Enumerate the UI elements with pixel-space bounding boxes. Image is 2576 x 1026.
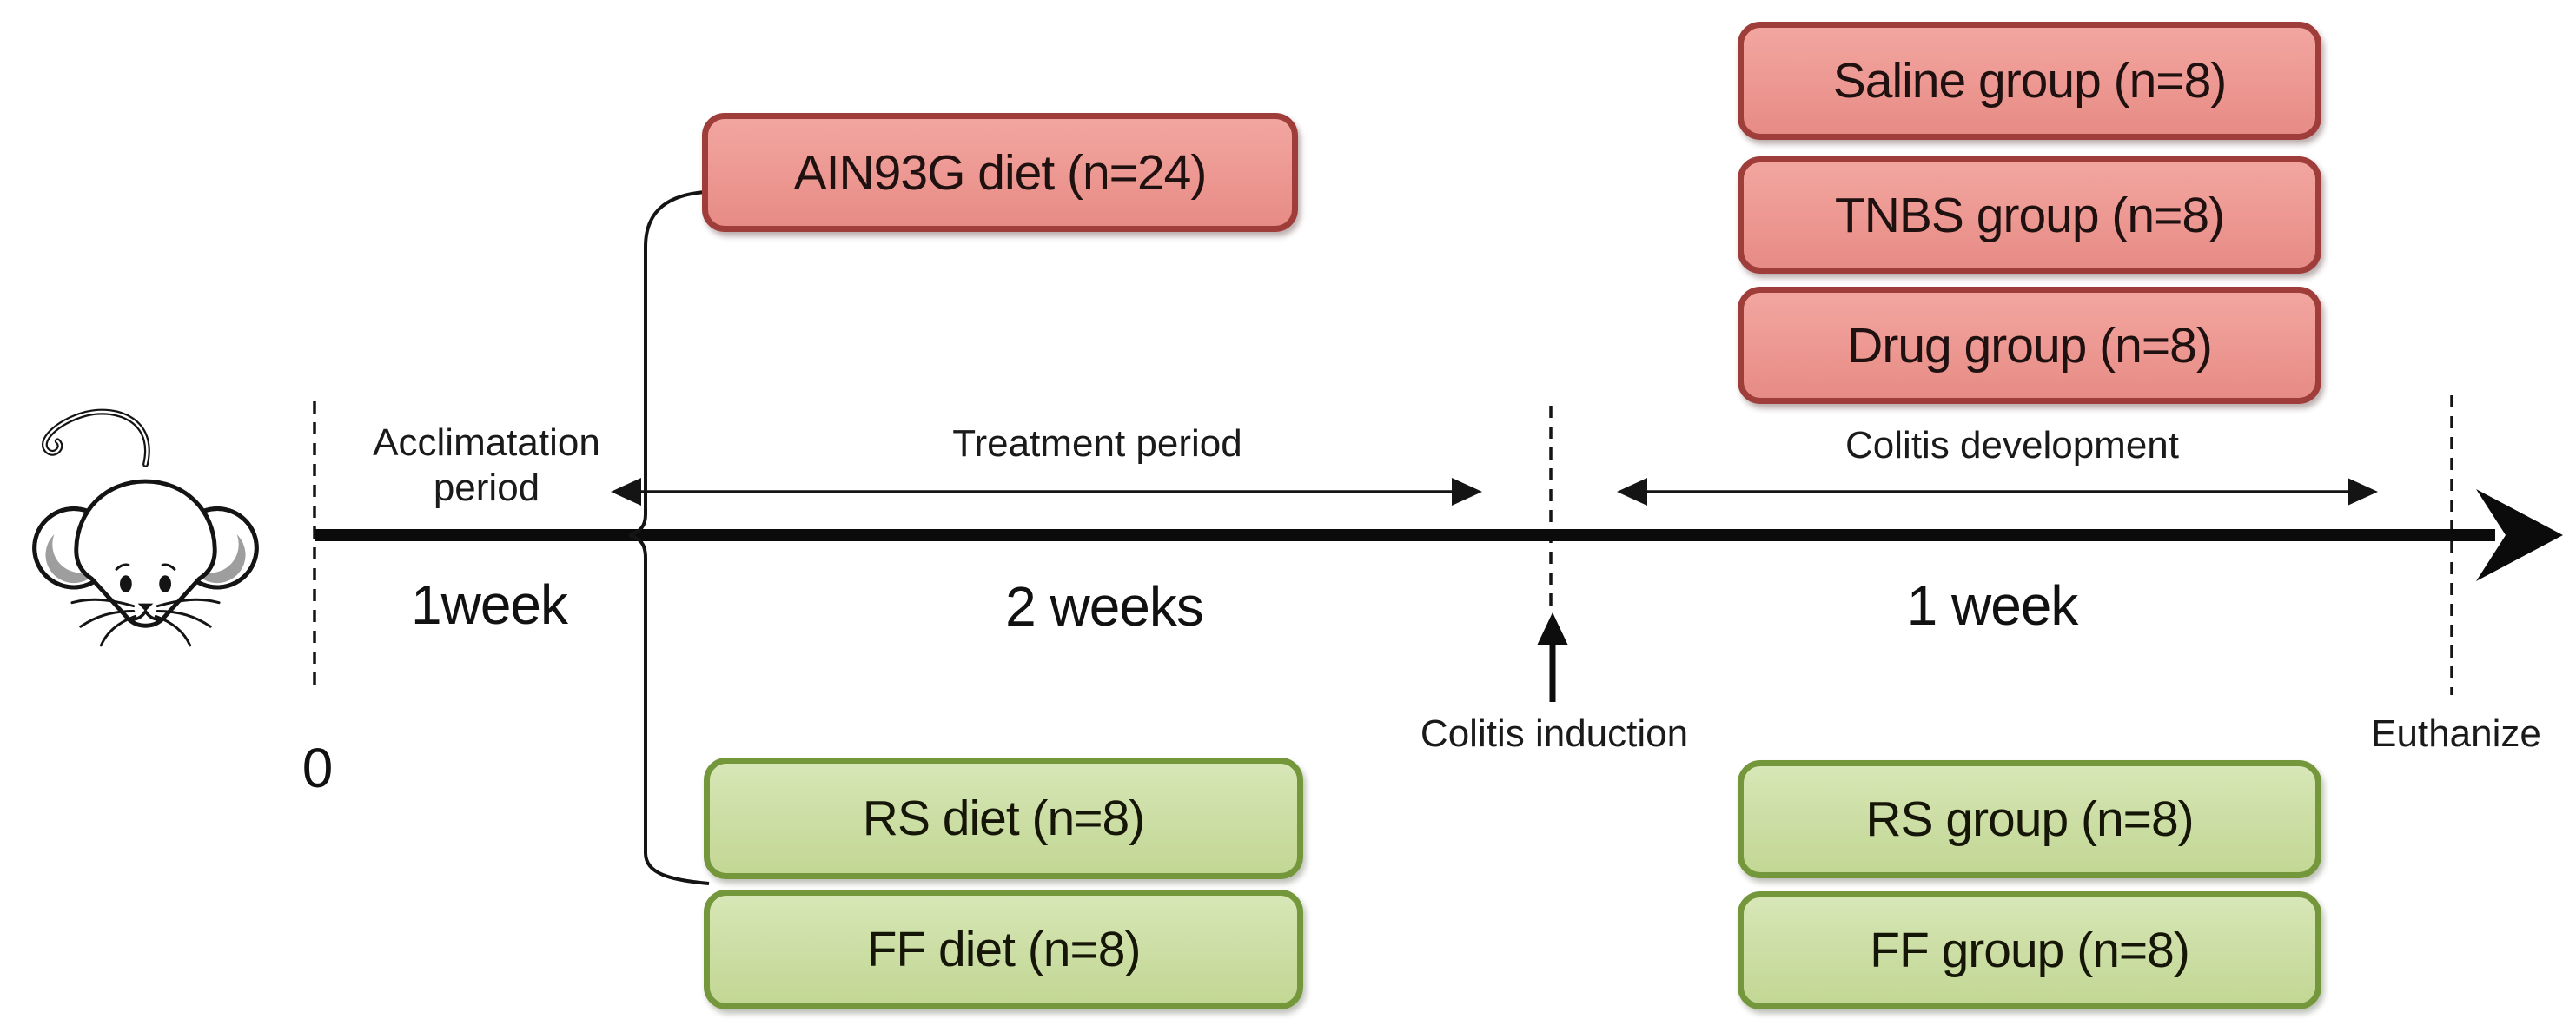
colitis-development-label: Colitis development bbox=[1845, 424, 2179, 467]
colitis-development-arrow bbox=[1617, 478, 2378, 506]
acclimation-label-line2: period bbox=[433, 467, 540, 509]
colitis-development-duration: 1 week bbox=[1906, 574, 2079, 637]
day0-label: 0 bbox=[301, 737, 334, 799]
acclimation-label-line1: Acclimatation bbox=[373, 421, 600, 465]
colitis-induction-label: Colitis induction bbox=[1420, 712, 1689, 756]
box-rs-group: RS group (n=8) bbox=[1738, 760, 2321, 878]
box-tnbs-group: TNBS group (n=8) bbox=[1738, 156, 2321, 274]
box-ff-diet-label: FF diet (n=8) bbox=[866, 922, 1142, 977]
box-tnbs-group-label: TNBS group (n=8) bbox=[1834, 187, 2225, 243]
box-drug-group: Drug group (n=8) bbox=[1738, 287, 2321, 404]
acclimation-period-label: Acclimatation period bbox=[373, 420, 600, 511]
box-drug-group-label: Drug group (n=8) bbox=[1847, 317, 2213, 374]
treatment-period-arrow bbox=[611, 478, 1482, 506]
mouse-icon bbox=[32, 408, 259, 647]
box-ff-group-label: FF group (n=8) bbox=[1870, 923, 2190, 978]
acclimation-duration: 1week bbox=[411, 573, 568, 636]
branch-connector bbox=[628, 190, 710, 885]
induction-up-arrow bbox=[1537, 612, 1568, 702]
timeline-arrowhead bbox=[2476, 489, 2563, 581]
treatment-duration: 2 weeks bbox=[1005, 575, 1204, 638]
box-saline-group: Saline group (n=8) bbox=[1738, 22, 2321, 140]
box-ff-diet: FF diet (n=8) bbox=[704, 890, 1303, 1009]
box-saline-group-label: Saline group (n=8) bbox=[1832, 53, 2228, 109]
box-ain93g-diet-label: AIN93G diet (n=24) bbox=[793, 144, 1208, 201]
euthanize-label: Euthanize bbox=[2371, 712, 2541, 756]
box-ff-group: FF group (n=8) bbox=[1738, 891, 2321, 1009]
treatment-period-label: Treatment period bbox=[952, 422, 1242, 466]
box-rs-diet: RS diet (n=8) bbox=[704, 758, 1303, 879]
box-rs-diet-label: RS diet (n=8) bbox=[862, 791, 1145, 846]
box-ain93g-diet: AIN93G diet (n=24) bbox=[702, 113, 1298, 232]
box-rs-group-label: RS group (n=8) bbox=[1865, 791, 2194, 847]
